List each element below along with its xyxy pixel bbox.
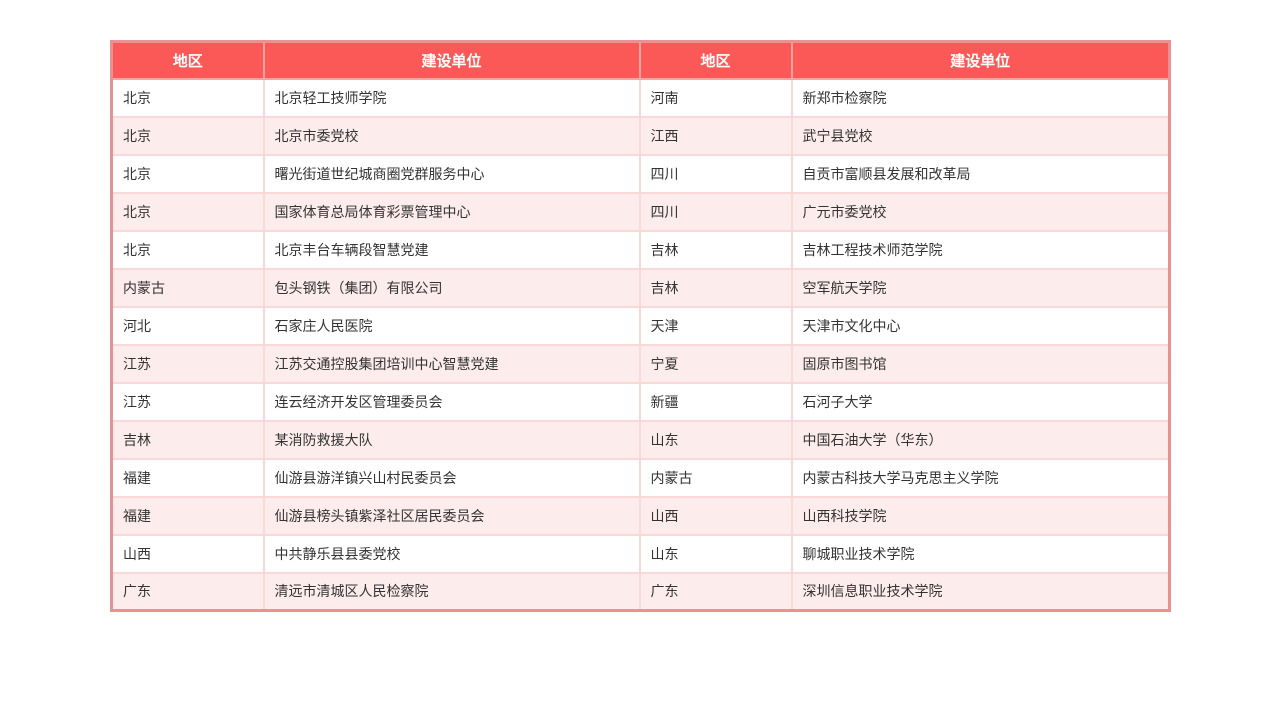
unit-cell: 仙游县游洋镇兴山村民委员会 [262, 457, 641, 498]
table-row: 山西 中共静乐县县委党校 山东 聊城职业技术学院 [110, 533, 1171, 574]
region-cell: 吉林 [638, 267, 793, 308]
region-cell: 内蒙古 [638, 457, 793, 498]
region-cell: 山东 [638, 419, 793, 460]
region-cell: 吉林 [110, 419, 265, 460]
region-cell: 四川 [638, 191, 793, 232]
table-row: 北京 曙光街道世纪城商圈党群服务中心 四川 自贡市富顺县发展和改革局 [110, 153, 1171, 194]
column-header-region: 地区 [110, 40, 265, 80]
unit-cell: 北京市委党校 [262, 115, 641, 156]
table-row: 北京 国家体育总局体育彩票管理中心 四川 广元市委党校 [110, 191, 1171, 232]
unit-cell: 北京轻工技师学院 [262, 77, 641, 118]
region-cell: 河南 [638, 77, 793, 118]
region-cell: 江苏 [110, 343, 265, 384]
unit-cell: 连云经济开发区管理委员会 [262, 381, 641, 422]
region-cell: 北京 [110, 115, 265, 156]
table-header-row: 地区 建设单位 地区 建设单位 [110, 40, 1171, 80]
unit-cell: 天津市文化中心 [790, 305, 1171, 346]
region-cell: 吉林 [638, 229, 793, 270]
table-row: 江苏 江苏交通控股集团培训中心智慧党建 宁夏 固原市图书馆 [110, 343, 1171, 384]
column-header-unit: 建设单位 [790, 40, 1171, 80]
table-row: 内蒙古 包头钢铁（集团）有限公司 吉林 空军航天学院 [110, 267, 1171, 308]
unit-cell: 山西科技学院 [790, 495, 1171, 536]
table-row: 福建 仙游县游洋镇兴山村民委员会 内蒙古 内蒙古科技大学马克思主义学院 [110, 457, 1171, 498]
region-cell: 新疆 [638, 381, 793, 422]
table-row: 江苏 连云经济开发区管理委员会 新疆 石河子大学 [110, 381, 1171, 422]
table-row: 北京 北京轻工技师学院 河南 新郑市检察院 [110, 77, 1171, 118]
region-cell: 宁夏 [638, 343, 793, 384]
region-cell: 福建 [110, 495, 265, 536]
region-cell: 江西 [638, 115, 793, 156]
region-cell: 河北 [110, 305, 265, 346]
unit-cell: 仙游县榜头镇紫泽社区居民委员会 [262, 495, 641, 536]
unit-cell: 曙光街道世纪城商圈党群服务中心 [262, 153, 641, 194]
table-row: 吉林 某消防救援大队 山东 中国石油大学（华东） [110, 419, 1171, 460]
unit-cell: 空军航天学院 [790, 267, 1171, 308]
table-row: 河北 石家庄人民医院 天津 天津市文化中心 [110, 305, 1171, 346]
region-cell: 广东 [110, 571, 265, 612]
unit-cell: 某消防救援大队 [262, 419, 641, 460]
unit-cell: 中共静乐县县委党校 [262, 533, 641, 574]
region-cell: 四川 [638, 153, 793, 194]
unit-cell: 固原市图书馆 [790, 343, 1171, 384]
unit-cell: 江苏交通控股集团培训中心智慧党建 [262, 343, 641, 384]
region-cell: 福建 [110, 457, 265, 498]
table-row: 福建 仙游县榜头镇紫泽社区居民委员会 山西 山西科技学院 [110, 495, 1171, 536]
region-cell: 山东 [638, 533, 793, 574]
unit-cell: 自贡市富顺县发展和改革局 [790, 153, 1171, 194]
unit-cell: 包头钢铁（集团）有限公司 [262, 267, 641, 308]
table-row: 北京 北京丰台车辆段智慧党建 吉林 吉林工程技术师范学院 [110, 229, 1171, 270]
unit-cell: 石河子大学 [790, 381, 1171, 422]
unit-cell: 新郑市检察院 [790, 77, 1171, 118]
region-cell: 天津 [638, 305, 793, 346]
column-header-unit: 建设单位 [262, 40, 641, 80]
region-cell: 广东 [638, 571, 793, 612]
unit-cell: 内蒙古科技大学马克思主义学院 [790, 457, 1171, 498]
table-row: 广东 清远市清城区人民检察院 广东 深圳信息职业技术学院 [110, 571, 1171, 612]
unit-cell: 石家庄人民医院 [262, 305, 641, 346]
unit-cell: 北京丰台车辆段智慧党建 [262, 229, 641, 270]
regions-units-table-container: 地区 建设单位 地区 建设单位 北京 北京轻工技师学院 河南 新郑市检察院 北京 北京市委党校江… [110, 40, 1171, 612]
table-row: 北京 北京市委党校 江西 武宁县党校 [110, 115, 1171, 156]
unit-cell: 吉林工程技术师范学院 [790, 229, 1171, 270]
region-cell: 内蒙古 [110, 267, 265, 308]
region-cell: 北京 [110, 191, 265, 232]
region-cell: 北京 [110, 153, 265, 194]
unit-cell: 中国石油大学（华东） [790, 419, 1171, 460]
unit-cell: 武宁县党校 [790, 115, 1171, 156]
region-cell: 山西 [110, 533, 265, 574]
unit-cell: 深圳信息职业技术学院 [790, 571, 1171, 612]
unit-cell: 国家体育总局体育彩票管理中心 [262, 191, 641, 232]
region-cell: 北京 [110, 77, 265, 118]
unit-cell: 广元市委党校 [790, 191, 1171, 232]
region-cell: 山西 [638, 495, 793, 536]
unit-cell: 清远市清城区人民检察院 [262, 571, 641, 612]
region-cell: 北京 [110, 229, 265, 270]
unit-cell: 聊城职业技术学院 [790, 533, 1171, 574]
regions-units-table: 地区 建设单位 地区 建设单位 北京 北京轻工技师学院 河南 新郑市检察院 北京 北京市委党校江… [110, 40, 1171, 612]
column-header-region: 地区 [638, 40, 793, 80]
region-cell: 江苏 [110, 381, 265, 422]
